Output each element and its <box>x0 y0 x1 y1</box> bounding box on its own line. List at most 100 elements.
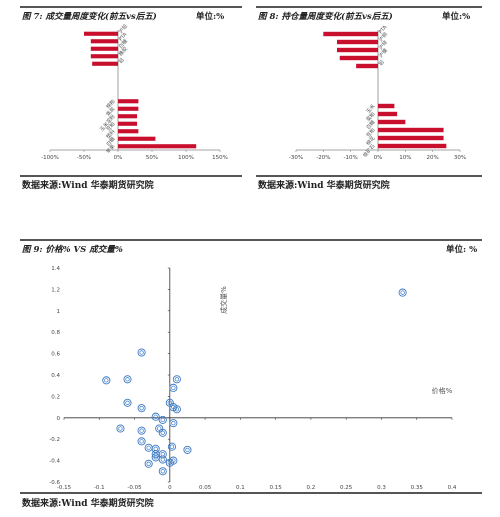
fig8-bar <box>356 63 378 69</box>
fig9-y-tick-label: 0.8 <box>51 330 60 336</box>
fig9-point-inner <box>139 439 144 444</box>
fig9-point-inner <box>125 400 130 405</box>
fig7-top-rule <box>20 6 242 8</box>
fig9-point-inner <box>167 400 172 405</box>
fig8-category-label: 菜粕 <box>365 111 377 123</box>
fig9-point-inner <box>160 452 165 457</box>
fig9-point-inner <box>174 407 180 412</box>
fig9-point <box>116 424 125 433</box>
fig9-point-inner <box>171 420 176 426</box>
fig7-bar <box>118 106 139 111</box>
fig9-point-inner <box>160 417 165 423</box>
fig9-point <box>158 428 167 437</box>
fig8-title: 图 8: 持仓量周度变化(前五vs后五) <box>258 12 393 22</box>
fig9-x-axis-title: 价格% <box>432 386 453 395</box>
fig9-point <box>169 383 178 392</box>
fig9-point-inner <box>400 290 405 295</box>
fig8-bar <box>337 47 378 53</box>
fig7-category-label: 焦炭 <box>105 106 117 118</box>
fig9-x-tick-label: 0.4 <box>448 485 457 490</box>
fig9-x-tick-label: 0.35 <box>411 485 424 490</box>
fig9-point-inner <box>160 469 165 474</box>
fig9-point <box>165 458 174 467</box>
fig9-point <box>183 445 192 454</box>
fig7-category-label: 白糖 <box>117 38 129 50</box>
fig9-y-tick-label: -0.6 <box>49 480 60 486</box>
fig9-point-inner <box>104 378 109 383</box>
fig9-point <box>158 455 167 464</box>
fig8-bar <box>339 55 378 61</box>
fig9-point <box>167 442 176 451</box>
fig9-x-tick-label: 0.2 <box>307 485 316 490</box>
fig8-x-tick-label: 0% <box>374 155 383 161</box>
fig9-unit: 单位: % <box>446 245 478 255</box>
fig8-category-label: 沪铜 <box>377 31 389 43</box>
fig9-point-inner <box>153 455 158 460</box>
fig9-y-tick-label: -0.2 <box>49 437 60 443</box>
fig8-bar <box>378 103 395 109</box>
fig9-point-inner <box>157 426 162 431</box>
fig9-point-inner <box>174 377 180 382</box>
fig7-bar <box>118 114 138 119</box>
fig7-x-tick-label: -100% <box>41 155 59 161</box>
fig9-point-inner <box>139 406 144 411</box>
fig8-bar <box>323 31 378 37</box>
fig9-point <box>137 404 146 413</box>
fig9-y-tick-label: 0 <box>57 416 61 422</box>
fig8-bottom-rule <box>256 175 482 177</box>
fig9-point <box>137 348 146 357</box>
fig9-x-tick-label: 0.1 <box>236 485 245 490</box>
fig9-bottom-rule <box>20 492 482 494</box>
fig7-category-label: 塑料 <box>105 128 117 140</box>
fig7-category-label: 橡胶 <box>117 45 129 57</box>
fig9-point <box>158 415 167 424</box>
fig7-category-label: 沪铅 <box>117 24 129 35</box>
fig8-bar <box>378 127 444 133</box>
fig9-y-tick-label: 1 <box>57 309 61 315</box>
fig9-point-inner <box>171 385 176 390</box>
fig9-point <box>137 437 146 446</box>
fig8-x-tick-label: 20% <box>427 155 439 161</box>
fig8-x-tick-label: -30% <box>289 155 303 161</box>
fig8-bar <box>337 39 378 45</box>
fig7-bar <box>118 136 156 141</box>
fig9-chart: -0.15 -0.1 -0.05 0 0.05 0.1 0.15 0.2 0.25 0.3 0.35… <box>49 266 457 490</box>
fig7-source: 数据来源:Wind 华泰期货研究院 <box>22 181 154 191</box>
fig9-title: 图 9: 价格% VS 成交量% <box>22 245 123 255</box>
fig7-bottom-rule <box>20 175 242 177</box>
fig8-category-label: PTA <box>378 24 389 35</box>
fig9-point <box>123 398 132 407</box>
fig9-y-axis-title: 成交量% <box>219 286 228 314</box>
fig8-x-tick-label: 10% <box>399 155 411 161</box>
fig9-source: 数据来源:Wind 华泰期货研究院 <box>22 499 154 509</box>
fig9-y-tick-label: 1.2 <box>51 287 60 293</box>
fig9-x-tick-label: 0.15 <box>270 485 283 490</box>
fig7-category-label: 白糖 <box>105 136 117 148</box>
fig7-x-tick-label: 50% <box>146 155 158 161</box>
fig9-point <box>151 412 160 421</box>
fig7-x-tick-label: -50% <box>77 155 91 161</box>
fig9-point-inner <box>153 446 158 451</box>
fig9-point-inner <box>160 457 165 462</box>
fig9-point-inner <box>139 350 144 355</box>
fig7-bar <box>90 54 118 59</box>
fig7-title: 图 7: 成交量周度变化(前五vs后五) <box>22 12 157 22</box>
fig9-x-tick-label: 0 <box>168 485 172 490</box>
fig7-category-label: 铝 <box>117 57 126 65</box>
fig9-point <box>172 405 181 414</box>
fig9-point <box>398 288 407 297</box>
fig9-point <box>137 426 146 435</box>
fig9-point-inner <box>118 426 123 431</box>
fig7-category-label: PTA <box>118 31 129 42</box>
fig7-bar <box>84 31 118 36</box>
fig9-x-tick-label: -0.05 <box>127 485 142 490</box>
fig7-bar <box>92 61 118 66</box>
fig7-unit: 单位:% <box>196 12 225 22</box>
fig8-category-label: 玉米 <box>365 103 377 115</box>
fig8-x-tick-label: -10% <box>344 155 358 161</box>
fig9-point <box>158 467 167 476</box>
fig9-point-inner <box>125 377 130 382</box>
fig7-category-label: 豆粕 <box>105 121 117 133</box>
